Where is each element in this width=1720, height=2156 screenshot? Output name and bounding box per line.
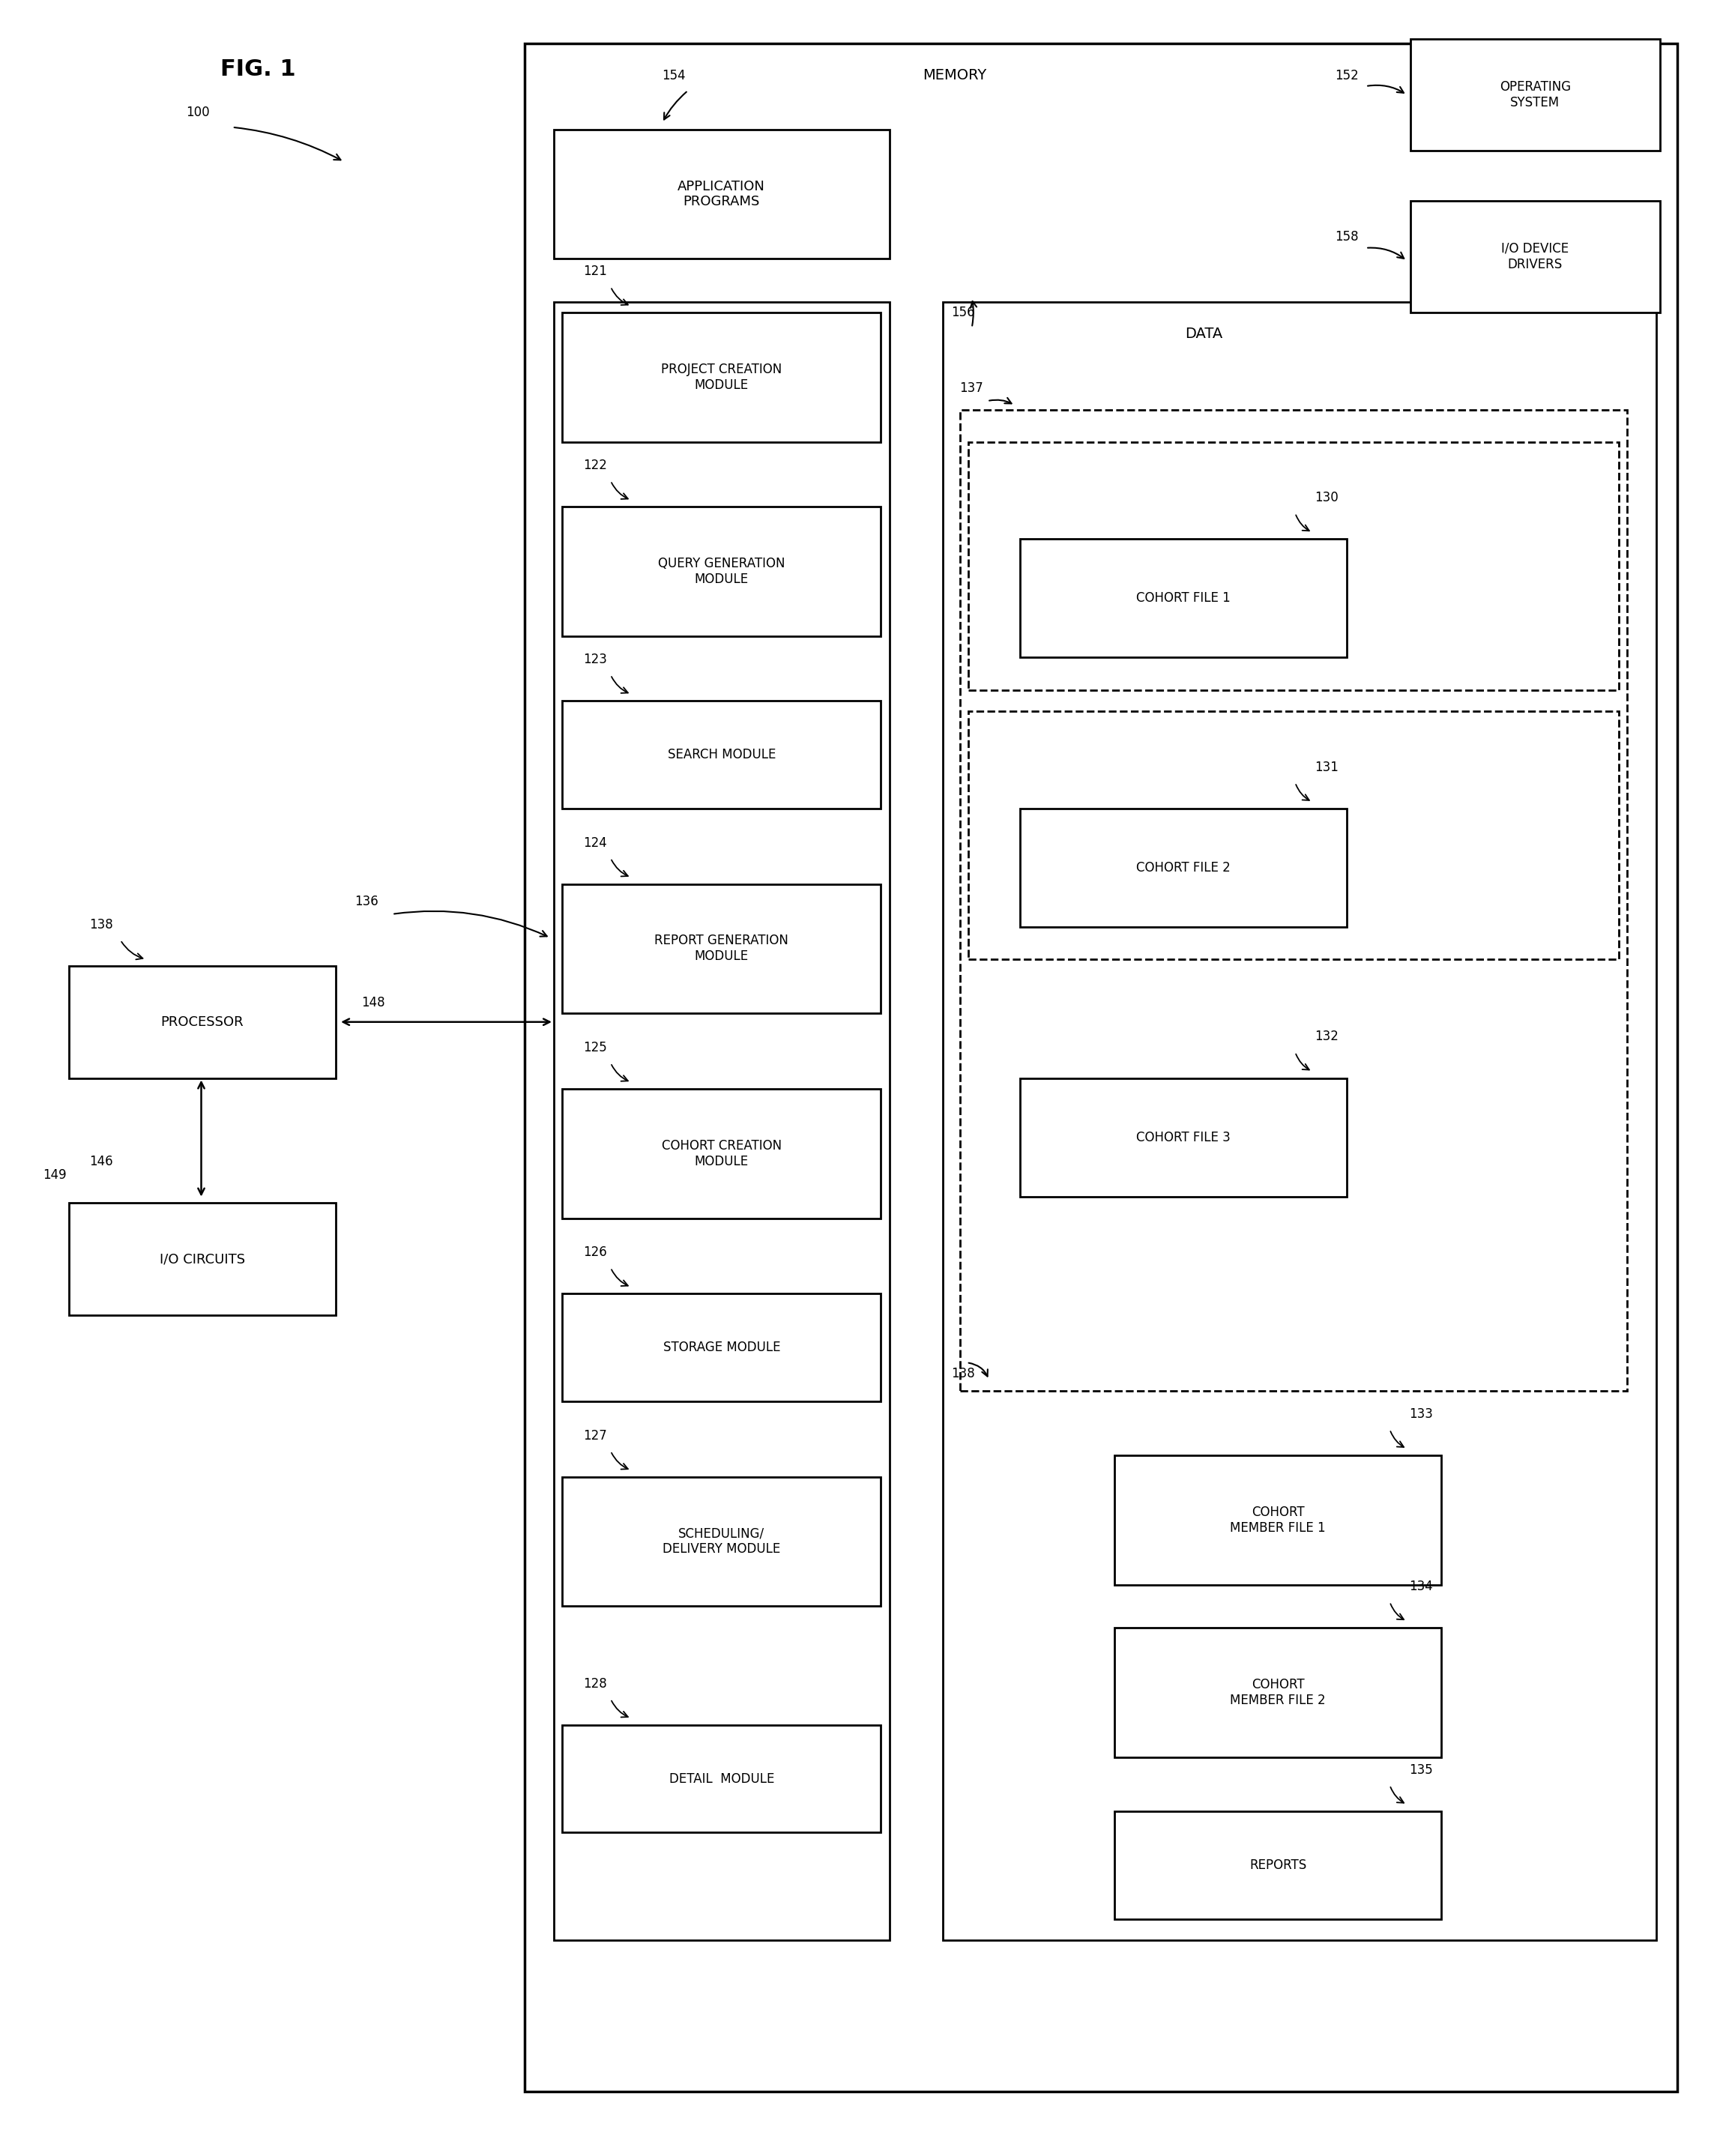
Text: I/O CIRCUITS: I/O CIRCUITS (160, 1253, 244, 1266)
Text: MEMORY: MEMORY (922, 69, 987, 82)
Text: 122: 122 (583, 459, 607, 472)
Bar (1410, 201, 1660, 313)
Bar (1410, 39, 1660, 151)
Bar (562, 1477, 881, 1606)
Text: 149: 149 (43, 1169, 67, 1181)
Bar (562, 1725, 881, 1833)
Text: COHORT FILE 1: COHORT FILE 1 (1137, 591, 1230, 606)
Text: 154: 154 (662, 69, 686, 82)
Text: PROCESSOR: PROCESSOR (160, 1015, 244, 1028)
Text: 123: 123 (583, 653, 607, 666)
Text: 124: 124 (583, 837, 607, 849)
Bar (562, 701, 881, 808)
Bar (69, 1203, 335, 1315)
Text: 131: 131 (1314, 761, 1338, 774)
Bar (1115, 1811, 1441, 1919)
Text: 133: 133 (1409, 1408, 1433, 1421)
Text: REPORTS: REPORTS (1249, 1858, 1307, 1871)
Bar (1020, 808, 1347, 927)
Text: REPORT GENERATION
MODULE: REPORT GENERATION MODULE (655, 934, 788, 964)
Text: QUERY GENERATION
MODULE: QUERY GENERATION MODULE (659, 556, 784, 586)
Text: 138: 138 (951, 1367, 975, 1380)
Text: COHORT
MEMBER FILE 2: COHORT MEMBER FILE 2 (1230, 1677, 1326, 1708)
Bar (968, 711, 1619, 959)
Text: 128: 128 (583, 1677, 607, 1690)
Text: APPLICATION
PROGRAMS: APPLICATION PROGRAMS (678, 179, 765, 209)
Bar (1115, 1455, 1441, 1585)
Text: 137: 137 (960, 382, 984, 395)
Text: SCHEDULING/
DELIVERY MODULE: SCHEDULING/ DELIVERY MODULE (662, 1526, 781, 1557)
Bar (562, 1089, 881, 1218)
Bar (562, 313, 881, 442)
Text: OPERATING
SYSTEM: OPERATING SYSTEM (1500, 80, 1570, 110)
Text: 146: 146 (89, 1156, 114, 1169)
Bar (968, 442, 1619, 690)
Bar (562, 507, 881, 636)
Text: 152: 152 (1335, 69, 1359, 82)
Bar (1115, 1628, 1441, 1757)
Bar (69, 966, 335, 1078)
Text: 138: 138 (89, 918, 114, 931)
Text: STORAGE MODULE: STORAGE MODULE (662, 1341, 781, 1354)
Text: DATA: DATA (1185, 328, 1223, 341)
Text: DETAIL  MODULE: DETAIL MODULE (669, 1772, 774, 1785)
Bar (562, 1294, 881, 1401)
Text: FIG. 1: FIG. 1 (220, 58, 296, 80)
Bar (960, 410, 1627, 1391)
Text: 126: 126 (583, 1246, 607, 1259)
Text: 134: 134 (1409, 1580, 1433, 1593)
Bar (1020, 1078, 1347, 1197)
Text: 121: 121 (583, 265, 607, 278)
Text: 135: 135 (1409, 1764, 1433, 1777)
Text: SEARCH MODULE: SEARCH MODULE (667, 748, 776, 761)
Text: 100: 100 (186, 106, 210, 119)
Text: 125: 125 (583, 1041, 607, 1054)
Text: 130: 130 (1314, 492, 1338, 505)
Bar (525, 43, 1677, 2091)
Text: 158: 158 (1335, 231, 1359, 244)
Text: 156: 156 (951, 306, 975, 319)
Text: COHORT FILE 3: COHORT FILE 3 (1137, 1130, 1230, 1145)
Text: COHORT CREATION
MODULE: COHORT CREATION MODULE (662, 1138, 781, 1169)
Text: PROJECT CREATION
MODULE: PROJECT CREATION MODULE (660, 362, 783, 392)
Text: COHORT
MEMBER FILE 1: COHORT MEMBER FILE 1 (1230, 1505, 1326, 1535)
Text: 136: 136 (354, 895, 378, 908)
Bar (943, 302, 1656, 1940)
Text: 127: 127 (583, 1429, 607, 1442)
Text: 132: 132 (1314, 1031, 1338, 1044)
Text: 148: 148 (361, 996, 385, 1009)
Text: I/O DEVICE
DRIVERS: I/O DEVICE DRIVERS (1502, 241, 1569, 272)
Bar (562, 884, 881, 1013)
Bar (554, 302, 889, 1940)
Text: COHORT FILE 2: COHORT FILE 2 (1137, 860, 1230, 875)
Bar (554, 129, 889, 259)
Bar (1020, 539, 1347, 658)
